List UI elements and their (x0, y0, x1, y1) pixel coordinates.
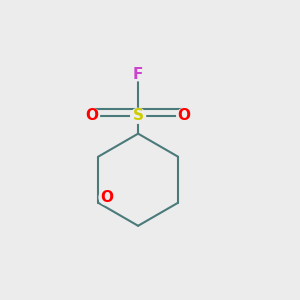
Circle shape (99, 190, 114, 205)
Circle shape (131, 108, 146, 123)
Circle shape (85, 108, 100, 123)
Text: S: S (133, 108, 144, 123)
Circle shape (132, 68, 145, 81)
Text: O: O (85, 108, 98, 123)
Text: F: F (133, 67, 143, 82)
Circle shape (177, 108, 192, 123)
Text: O: O (100, 190, 113, 205)
Text: O: O (178, 108, 191, 123)
